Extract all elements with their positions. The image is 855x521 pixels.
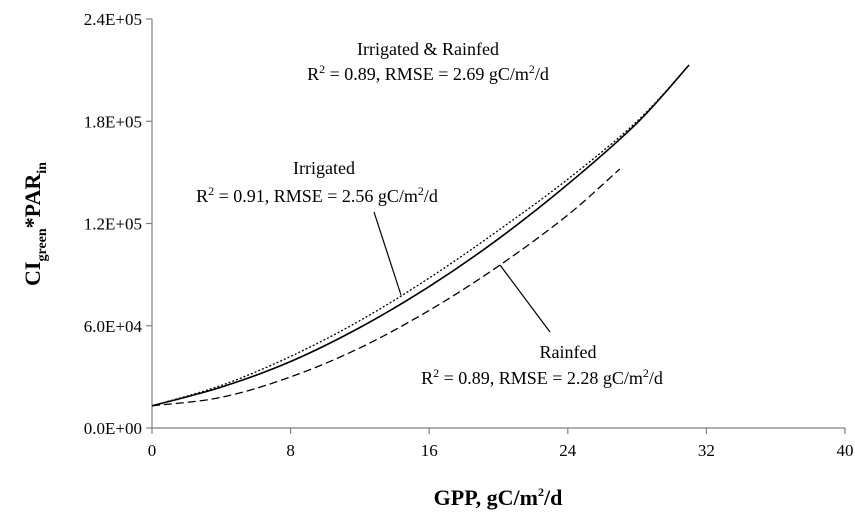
series-line-dotted — [151, 64, 690, 407]
annotation-rainfed-leader — [499, 264, 551, 333]
x-tick-label: 40 — [837, 441, 854, 460]
series-line-solid — [151, 64, 690, 407]
annotation-irrigated-label: Irrigated — [293, 158, 355, 178]
x-axis-title: GPP, gC/m2/d — [434, 485, 563, 510]
x-tick-label: 24 — [559, 441, 577, 460]
x-tick-label: 0 — [148, 441, 157, 460]
series-line-dashed — [151, 168, 621, 407]
annotation-rainfed-stats: R2 = 0.89, RMSE = 2.28 gC/m2/d — [421, 366, 663, 388]
annotation-combined-label: Irrigated & Rainfed — [357, 39, 499, 59]
y-tick-label: 2.4E+05 — [84, 10, 142, 29]
annotation-irrigated-leader — [373, 211, 402, 296]
x-tick-label: 8 — [286, 441, 295, 460]
y-tick-label: 1.2E+05 — [84, 215, 142, 234]
y-tick-label: 6.0E+04 — [84, 317, 143, 336]
y-tick-label: 0.0E+00 — [84, 419, 142, 438]
annotation-rainfed-label: Rainfed — [540, 342, 597, 362]
y-axis-title: CIgreen*PARin — [20, 162, 50, 286]
x-tick-label: 32 — [698, 441, 715, 460]
y-tick-label: 1.8E+05 — [84, 112, 142, 131]
x-tick-label: 16 — [421, 441, 438, 460]
annotation-irrigated-stats: R2 = 0.91, RMSE = 2.56 gC/m2/d — [196, 184, 438, 206]
annotation-combined-stats: R2 = 0.89, RMSE = 2.69 gC/m2/d — [307, 62, 549, 84]
